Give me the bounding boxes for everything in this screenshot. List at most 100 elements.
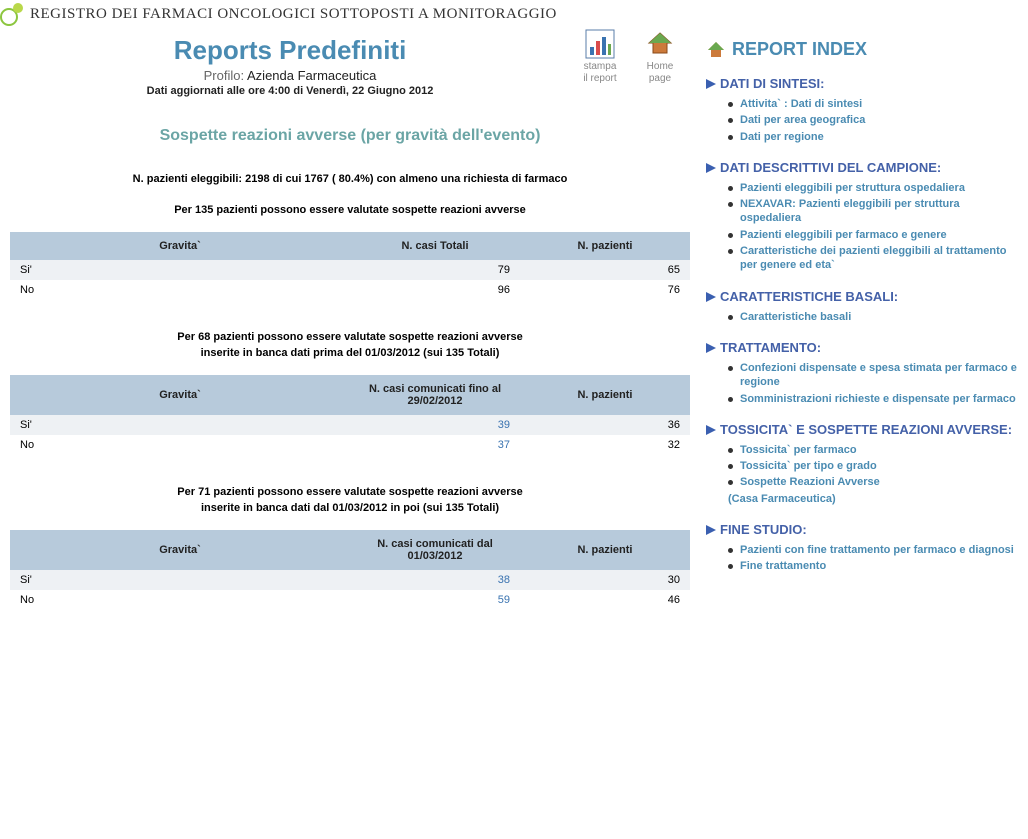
section-title: Sospette reazioni avverse (per gravità d… bbox=[10, 127, 690, 145]
table-row: No 59 46 bbox=[10, 590, 690, 610]
th-gravita: Gravita` bbox=[10, 530, 350, 570]
index-item[interactable]: NEXAVAR: Pazienti eleggibili per struttu… bbox=[728, 197, 1018, 226]
index-section-title: TRATTAMENTO: bbox=[720, 340, 821, 355]
cell-num: 46 bbox=[520, 590, 690, 610]
cell-num: 96 bbox=[350, 280, 520, 300]
logo-icon bbox=[0, 0, 26, 26]
index-item[interactable]: Attivita` : Dati di sintesi bbox=[728, 97, 1018, 111]
cell-label: No bbox=[10, 435, 350, 455]
cell-num: 79 bbox=[350, 260, 520, 280]
index-section-header[interactable]: DATI DESCRITTIVI DEL CAMPIONE: bbox=[706, 160, 1018, 175]
profilo-line: Profilo: Azienda Farmaceutica bbox=[10, 68, 570, 83]
home-page-button[interactable]: Home page bbox=[630, 29, 690, 85]
print-label-2: il report bbox=[583, 73, 616, 84]
index-item[interactable]: Sospette Reazioni Avverse bbox=[728, 475, 1018, 489]
cell-label: No bbox=[10, 590, 350, 610]
data-updated: Dati aggiornati alle ore 4:00 di Venerdì… bbox=[10, 85, 570, 97]
caption-line: Per 68 pazienti possono essere valutate … bbox=[177, 331, 522, 343]
cell-label: Si' bbox=[10, 260, 350, 280]
triangle-icon bbox=[706, 79, 716, 89]
print-report-button[interactable]: stampa il report bbox=[570, 29, 630, 85]
cell-num[interactable]: 39 bbox=[350, 415, 520, 435]
index-section-title: CARATTERISTICHE BASALI: bbox=[720, 289, 898, 304]
caption-line: Per 71 pazienti possono essere valutate … bbox=[177, 486, 522, 498]
cell-label: No bbox=[10, 280, 350, 300]
table3-caption: Per 71 pazienti possono essere valutate … bbox=[10, 485, 690, 516]
index-section-title: TOSSICITA` E SOSPETTE REAZIONI AVVERSE: bbox=[720, 422, 1012, 437]
index-item[interactable]: Caratteristiche basali bbox=[728, 310, 1018, 324]
triangle-icon bbox=[706, 525, 716, 535]
th-pazienti: N. pazienti bbox=[520, 232, 690, 260]
table-row: No 37 32 bbox=[10, 435, 690, 455]
cell-num[interactable]: 37 bbox=[350, 435, 520, 455]
index-item[interactable]: Dati per area geografica bbox=[728, 113, 1018, 127]
index-item[interactable]: Pazienti con fine trattamento per farmac… bbox=[728, 543, 1018, 557]
top-banner: REGISTRO DEI FARMACI ONCOLOGICI SOTTOPOS… bbox=[0, 0, 1028, 29]
profilo-label: Profilo: bbox=[204, 68, 244, 83]
index-item-list: Pazienti con fine trattamento per farmac… bbox=[706, 543, 1018, 574]
triangle-icon bbox=[706, 343, 716, 353]
index-item[interactable]: Tossicita` per tipo e grado bbox=[728, 459, 1018, 473]
th-pazienti: N. pazienti bbox=[520, 530, 690, 570]
index-section-header[interactable]: FINE STUDIO: bbox=[706, 522, 1018, 537]
index-item[interactable]: Dati per regione bbox=[728, 130, 1018, 144]
report-index-title: REPORT INDEX bbox=[706, 39, 1018, 60]
index-item[interactable]: Fine trattamento bbox=[728, 559, 1018, 573]
cell-num: 36 bbox=[520, 415, 690, 435]
th-casi: N. casi comunicati fino al 29/02/2012 bbox=[350, 375, 520, 415]
home-label-1: Home bbox=[647, 61, 674, 72]
cell-num: 65 bbox=[520, 260, 690, 280]
home-label-2: page bbox=[649, 73, 671, 84]
th-casi: N. casi Totali bbox=[350, 232, 520, 260]
page-title: Reports Predefiniti bbox=[10, 35, 570, 66]
index-item-list: Caratteristiche basali bbox=[706, 310, 1018, 324]
index-item[interactable]: Tossicita` per farmaco bbox=[728, 443, 1018, 457]
index-item: (Casa Farmaceutica) bbox=[728, 492, 1018, 506]
index-item[interactable]: Confezioni dispensate e spesa stimata pe… bbox=[728, 361, 1018, 390]
triangle-icon bbox=[706, 292, 716, 302]
table-row: No 96 76 bbox=[10, 280, 690, 300]
table-row: Si' 79 65 bbox=[10, 260, 690, 280]
index-item-list: Confezioni dispensate e spesa stimata pe… bbox=[706, 361, 1018, 406]
cell-num: 30 bbox=[520, 570, 690, 590]
index-section-header[interactable]: DATI DI SINTESI: bbox=[706, 76, 1018, 91]
caption-line: inserite in banca dati dal 01/03/2012 in… bbox=[201, 502, 499, 514]
index-item[interactable]: Caratteristiche dei pazienti eleggibili … bbox=[728, 244, 1018, 273]
index-item-list: Pazienti eleggibili per struttura ospeda… bbox=[706, 181, 1018, 273]
home-icon bbox=[706, 40, 726, 60]
index-section-header[interactable]: TRATTAMENTO: bbox=[706, 340, 1018, 355]
index-section-header[interactable]: CARATTERISTICHE BASALI: bbox=[706, 289, 1018, 304]
table1-caption: Per 135 pazienti possono essere valutate… bbox=[10, 203, 690, 218]
cell-label: Si' bbox=[10, 415, 350, 435]
caption-line: inserite in banca dati prima del 01/03/2… bbox=[201, 347, 500, 359]
th-gravita: Gravita` bbox=[10, 375, 350, 415]
table2-caption: Per 68 pazienti possono essere valutate … bbox=[10, 330, 690, 361]
index-section-header[interactable]: TOSSICITA` E SOSPETTE REAZIONI AVVERSE: bbox=[706, 422, 1018, 437]
table-row: Si' 38 30 bbox=[10, 570, 690, 590]
th-pazienti: N. pazienti bbox=[520, 375, 690, 415]
banner-title: REGISTRO DEI FARMACI ONCOLOGICI SOTTOPOS… bbox=[30, 6, 557, 22]
index-section-title: FINE STUDIO: bbox=[720, 522, 807, 537]
bar-chart-icon bbox=[585, 29, 615, 59]
index-item-list: Attivita` : Dati di sintesi Dati per area… bbox=[706, 97, 1018, 144]
table-gravita-totali: Gravita` N. casi Totali N. pazienti Si' … bbox=[10, 232, 690, 300]
triangle-icon bbox=[706, 163, 716, 173]
index-section-title: DATI DI SINTESI: bbox=[720, 76, 824, 91]
index-section-title: DATI DESCRITTIVI DEL CAMPIONE: bbox=[720, 160, 941, 175]
report-index-sidebar: REPORT INDEX DATI DI SINTESI: Attivita` :… bbox=[700, 29, 1028, 596]
main-column: Reports Predefiniti Profilo: Azienda Far… bbox=[0, 29, 700, 630]
table-gravita-dopo: Gravita` N. casi comunicati dal 01/03/20… bbox=[10, 530, 690, 610]
cell-num: 76 bbox=[520, 280, 690, 300]
index-item[interactable]: Somministrazioni richieste e dispensate … bbox=[728, 392, 1018, 406]
cell-num[interactable]: 59 bbox=[350, 590, 520, 610]
intro-note: N. pazienti eleggibili: 2198 di cui 1767… bbox=[10, 173, 690, 185]
table-row: Si' 39 36 bbox=[10, 415, 690, 435]
cell-num[interactable]: 38 bbox=[350, 570, 520, 590]
home-icon bbox=[645, 29, 675, 59]
index-item-list: Tossicita` per farmaco Tossicita` per tip… bbox=[706, 443, 1018, 506]
triangle-icon bbox=[706, 425, 716, 435]
print-label-1: stampa bbox=[584, 61, 617, 72]
index-item[interactable]: Pazienti eleggibili per farmaco e genere bbox=[728, 228, 1018, 242]
index-item[interactable]: Pazienti eleggibili per struttura ospeda… bbox=[728, 181, 1018, 195]
table-gravita-prima: Gravita` N. casi comunicati fino al 29/0… bbox=[10, 375, 690, 455]
